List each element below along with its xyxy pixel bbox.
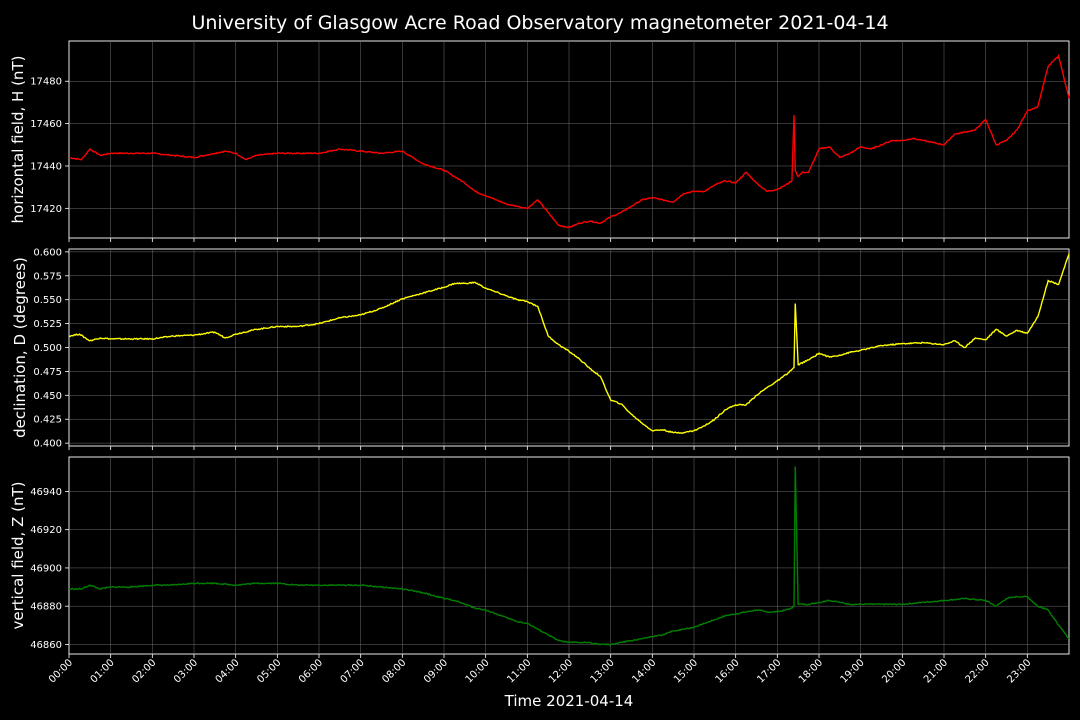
panel-horizontal-field: 17420 17440 17460 17480 horizontal field, H… — [9, 40, 1070, 242]
x-tick-label: 23:00 — [1005, 657, 1033, 685]
panel-y-ticks: 0.400 0.425 0.450 0.475 0.500 0.525 0.550 0.575… — [33, 247, 69, 450]
x-tick-label: 17:00 — [755, 657, 783, 685]
x-tick-label: 08:00 — [380, 657, 408, 685]
y-tick-label: 17440 — [30, 161, 62, 172]
x-tick-label: 02:00 — [130, 657, 158, 685]
y-tick-label: 46880 — [30, 602, 62, 613]
y-tick-label: 0.575 — [33, 271, 62, 282]
y-tick-label: 0.600 — [33, 247, 62, 258]
chart-title: University of Glasgow Acre Road Observat… — [191, 12, 888, 34]
y-tick-label: 0.400 — [33, 439, 62, 450]
y-tick-label: 0.525 — [33, 319, 62, 330]
panel-grid — [68, 457, 1069, 658]
x-tick-label: 06:00 — [297, 657, 325, 685]
panel-grid — [68, 249, 1069, 450]
x-axis-label: Time 2021-04-14 — [504, 692, 634, 710]
series-line-d — [68, 253, 1070, 434]
x-tick-label: 18:00 — [797, 657, 825, 685]
y-tick-label: 46900 — [30, 563, 62, 574]
panel-grid — [68, 41, 1069, 242]
x-tick-label: 12:00 — [547, 657, 575, 685]
panel-declination: 0.400 0.425 0.450 0.475 0.500 0.525 0.550 0.575… — [11, 247, 1070, 450]
y-tick-label: 46860 — [30, 640, 62, 651]
y-tick-label: 46940 — [30, 487, 62, 498]
y-tick-label: 0.500 — [33, 343, 62, 354]
x-tick-label: 00:00 — [47, 657, 75, 685]
x-tick-label: 07:00 — [339, 657, 367, 685]
x-tick-label: 10:00 — [464, 657, 492, 685]
x-axis-ticks: 00:00 01:00 02:00 03:00 04:00 05:00 06:00 07:00… — [47, 657, 1033, 685]
x-tick-label: 19:00 — [839, 657, 867, 685]
x-tick-label: 03:00 — [172, 657, 200, 685]
panel-y-ticks: 46860 46880 46900 46920 46940 — [30, 487, 69, 651]
x-tick-label: 15:00 — [672, 657, 700, 685]
x-tick-label: 13:00 — [589, 657, 617, 685]
x-tick-label: 20:00 — [880, 657, 908, 685]
y-tick-label: 46920 — [30, 525, 62, 536]
x-tick-label: 21:00 — [922, 657, 950, 685]
y-tick-label: 0.475 — [33, 367, 62, 378]
y-tick-label: 17480 — [30, 77, 62, 88]
x-tick-label: 09:00 — [422, 657, 450, 685]
x-tick-label: 01:00 — [89, 657, 117, 685]
y-tick-label: 0.425 — [33, 415, 62, 426]
y-tick-label: 17460 — [30, 119, 62, 130]
panel-y-ticks: 17420 17440 17460 17480 — [30, 77, 69, 215]
x-tick-label: 14:00 — [630, 657, 658, 685]
x-tick-label: 11:00 — [505, 657, 533, 685]
x-tick-label: 05:00 — [255, 657, 283, 685]
y-axis-label-d: declination, D (degrees) — [11, 257, 29, 438]
x-tick-label: 16:00 — [714, 657, 742, 685]
series-line-h — [68, 54, 1070, 229]
y-tick-label: 0.450 — [33, 391, 62, 402]
y-axis-label-z: vertical field, Z (nT) — [9, 481, 27, 629]
y-axis-label-h: horizontal field, H (nT) — [9, 56, 27, 224]
x-tick-label: 04:00 — [214, 657, 242, 685]
y-tick-label: 0.550 — [33, 295, 62, 306]
y-tick-label: 17420 — [30, 204, 62, 215]
panel-vertical-field: 46860 46880 46900 46920 46940 vertical field… — [9, 456, 1070, 658]
series-line-z — [68, 466, 1070, 646]
x-tick-label: 22:00 — [964, 657, 992, 685]
